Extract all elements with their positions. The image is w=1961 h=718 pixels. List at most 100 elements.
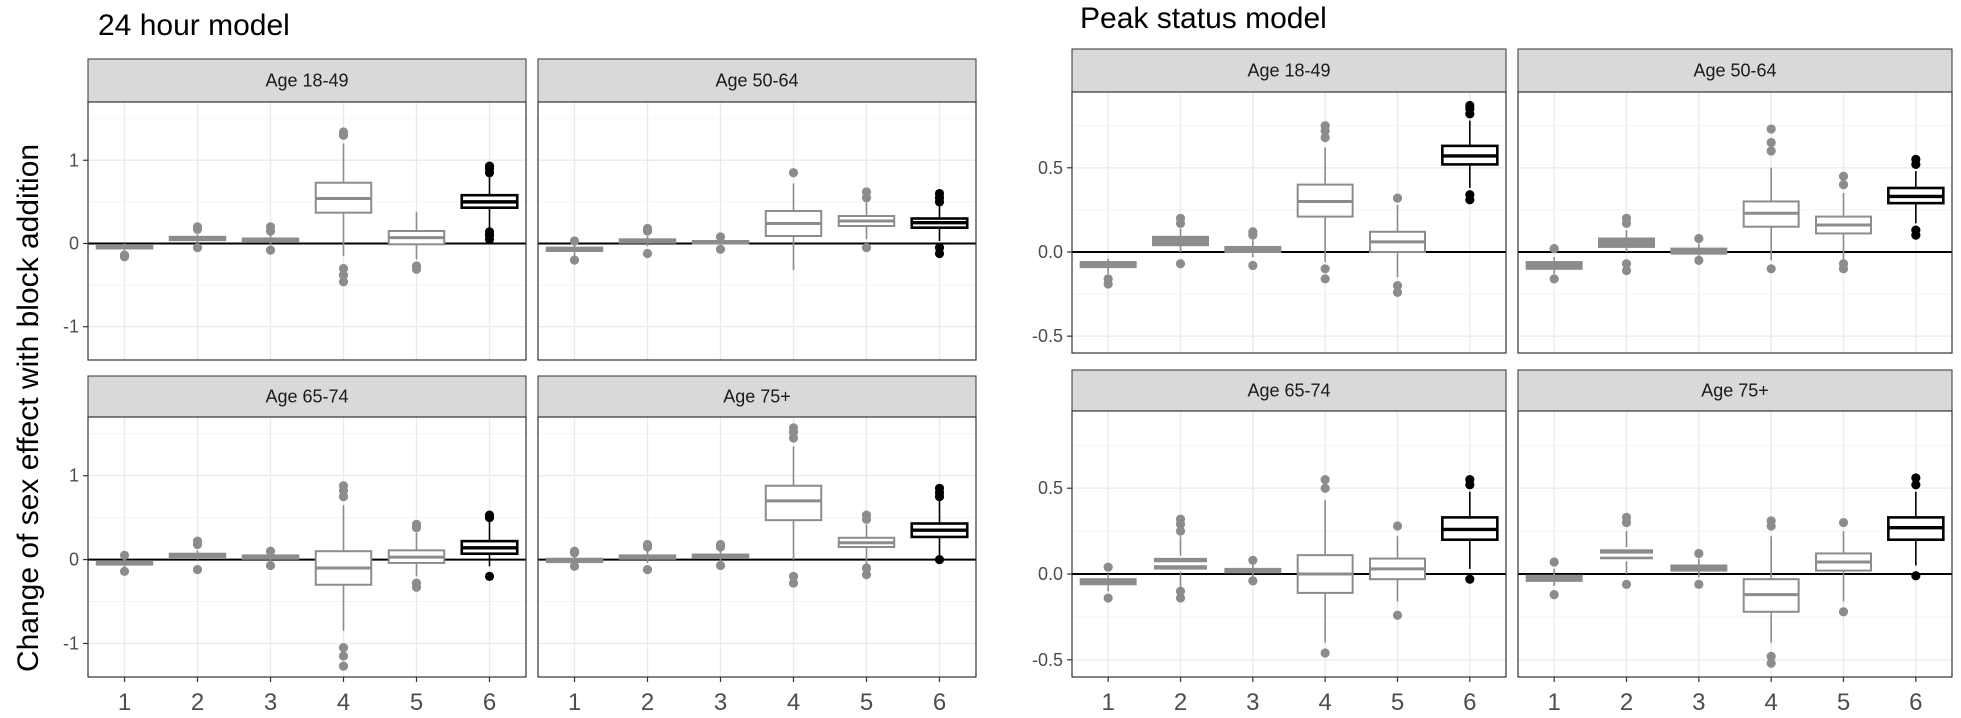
box-5 (1369, 193, 1426, 297)
outlier-point (861, 187, 872, 197)
x-tick-label: 6 (1909, 689, 1922, 716)
outlier-point (715, 560, 726, 571)
outlier-point (411, 264, 422, 274)
outlier-point (1175, 586, 1186, 596)
box-4 (314, 127, 373, 287)
outlier-point (1248, 227, 1258, 237)
outlier-point (1621, 213, 1632, 223)
outlier-point (569, 546, 580, 556)
outlier-point (1766, 137, 1776, 148)
outlier-point (569, 236, 580, 246)
box-1 (95, 243, 154, 262)
outlier-point (1103, 562, 1113, 572)
outlier-point (1175, 526, 1186, 536)
x-tick-label: 2 (1620, 689, 1633, 716)
x-tick-label: 5 (410, 689, 423, 716)
outlier-point (265, 560, 276, 571)
x-tick-label: 4 (1764, 689, 1777, 716)
outlier-point (338, 263, 349, 274)
panel-background (538, 102, 976, 360)
facet-strip-label: Age 18-49 (1247, 61, 1330, 81)
panel-frame (1071, 410, 1507, 678)
box-6 (910, 483, 969, 565)
outlier-point (265, 546, 276, 556)
outlier-point (1175, 593, 1186, 603)
box-1 (545, 236, 604, 265)
x-tick-label: 5 (1837, 689, 1850, 716)
box-2 (618, 223, 677, 259)
box-1 (1079, 562, 1137, 603)
y-tick-label: 0 (69, 550, 79, 570)
panel-background (1518, 411, 1952, 677)
facet-strip-label: Age 65-74 (1247, 381, 1330, 401)
facet-strip-label: Age 50-64 (715, 71, 798, 91)
outlier-point (484, 227, 495, 237)
box-2 (168, 536, 227, 575)
outlier-point (484, 510, 495, 520)
outlier-point (1911, 571, 1921, 581)
outlier-point (1838, 517, 1849, 528)
box-2 (1598, 512, 1655, 589)
outlier-point (1694, 255, 1704, 265)
outlier-point (1911, 225, 1921, 235)
outlier-point (1392, 287, 1403, 297)
outlier-point (265, 245, 276, 255)
outlier-point (1175, 213, 1186, 223)
x-tick-label: 3 (1246, 689, 1259, 716)
outlier-point (1911, 480, 1921, 490)
outlier-point (1549, 590, 1559, 600)
x-tick-label: 2 (641, 689, 654, 716)
box-3 (241, 222, 300, 255)
facet-strip (87, 58, 527, 103)
outlier-point (1694, 548, 1704, 559)
y-tick-label: -0.5 (1032, 650, 1063, 670)
facet-strip-label: Age 18-49 (265, 71, 348, 91)
outlier-point (1320, 483, 1330, 493)
box-2 (1598, 213, 1655, 276)
x-tick-label: 1 (118, 689, 131, 716)
facet-strip (87, 375, 527, 418)
x-tick-label: 1 (1547, 689, 1560, 716)
y-tick-label: 0.0 (1038, 564, 1063, 584)
outlier-point (569, 561, 580, 571)
outlier-point (1838, 171, 1849, 181)
outlier-point (1392, 193, 1403, 203)
panel-frame (537, 101, 977, 361)
outlier-point (192, 565, 203, 575)
box-5 (837, 510, 896, 580)
x-tick-label: 6 (483, 689, 496, 716)
outlier-point (1766, 651, 1776, 662)
outlier-point (1694, 233, 1704, 244)
outlier-point (934, 483, 945, 493)
outlier-point (1248, 576, 1258, 586)
x-tick-label: 1 (1101, 689, 1114, 716)
y-axis-label: Change of sex effect with block addition (12, 144, 45, 672)
facet-strip (1517, 369, 1953, 412)
box-3 (241, 546, 300, 571)
box-4 (314, 481, 373, 671)
x-tick-label: 2 (191, 689, 204, 716)
y-tick-label: 0.5 (1038, 478, 1063, 498)
facet-strip-label: Age 65-74 (265, 387, 348, 407)
x-tick-label: 1 (568, 689, 581, 716)
outlier-point (861, 243, 872, 253)
outlier-point (1320, 648, 1330, 658)
outlier-point (861, 563, 872, 573)
panel-background (88, 102, 526, 360)
x-tick-label: 4 (787, 689, 800, 716)
box-3 (1670, 548, 1728, 589)
box-1 (1525, 557, 1583, 600)
box-5 (1815, 171, 1872, 274)
box-2 (1152, 213, 1209, 269)
outlier-point (119, 566, 130, 576)
facet-panel: Age 18-49 -0.5 0.0 0.5 (1032, 48, 1507, 354)
box-5 (387, 211, 446, 274)
box-4 (1296, 475, 1354, 658)
facet-panel: Age 75+ 1 2 3 4 5 6 (1517, 369, 1953, 716)
outlier-point (1175, 514, 1186, 524)
box-5 (387, 519, 446, 592)
outlier-point (1549, 274, 1559, 284)
facet-panel: Age 50-64 (1517, 48, 1953, 354)
box-1 (1525, 244, 1583, 284)
outlier-point (1320, 274, 1330, 284)
